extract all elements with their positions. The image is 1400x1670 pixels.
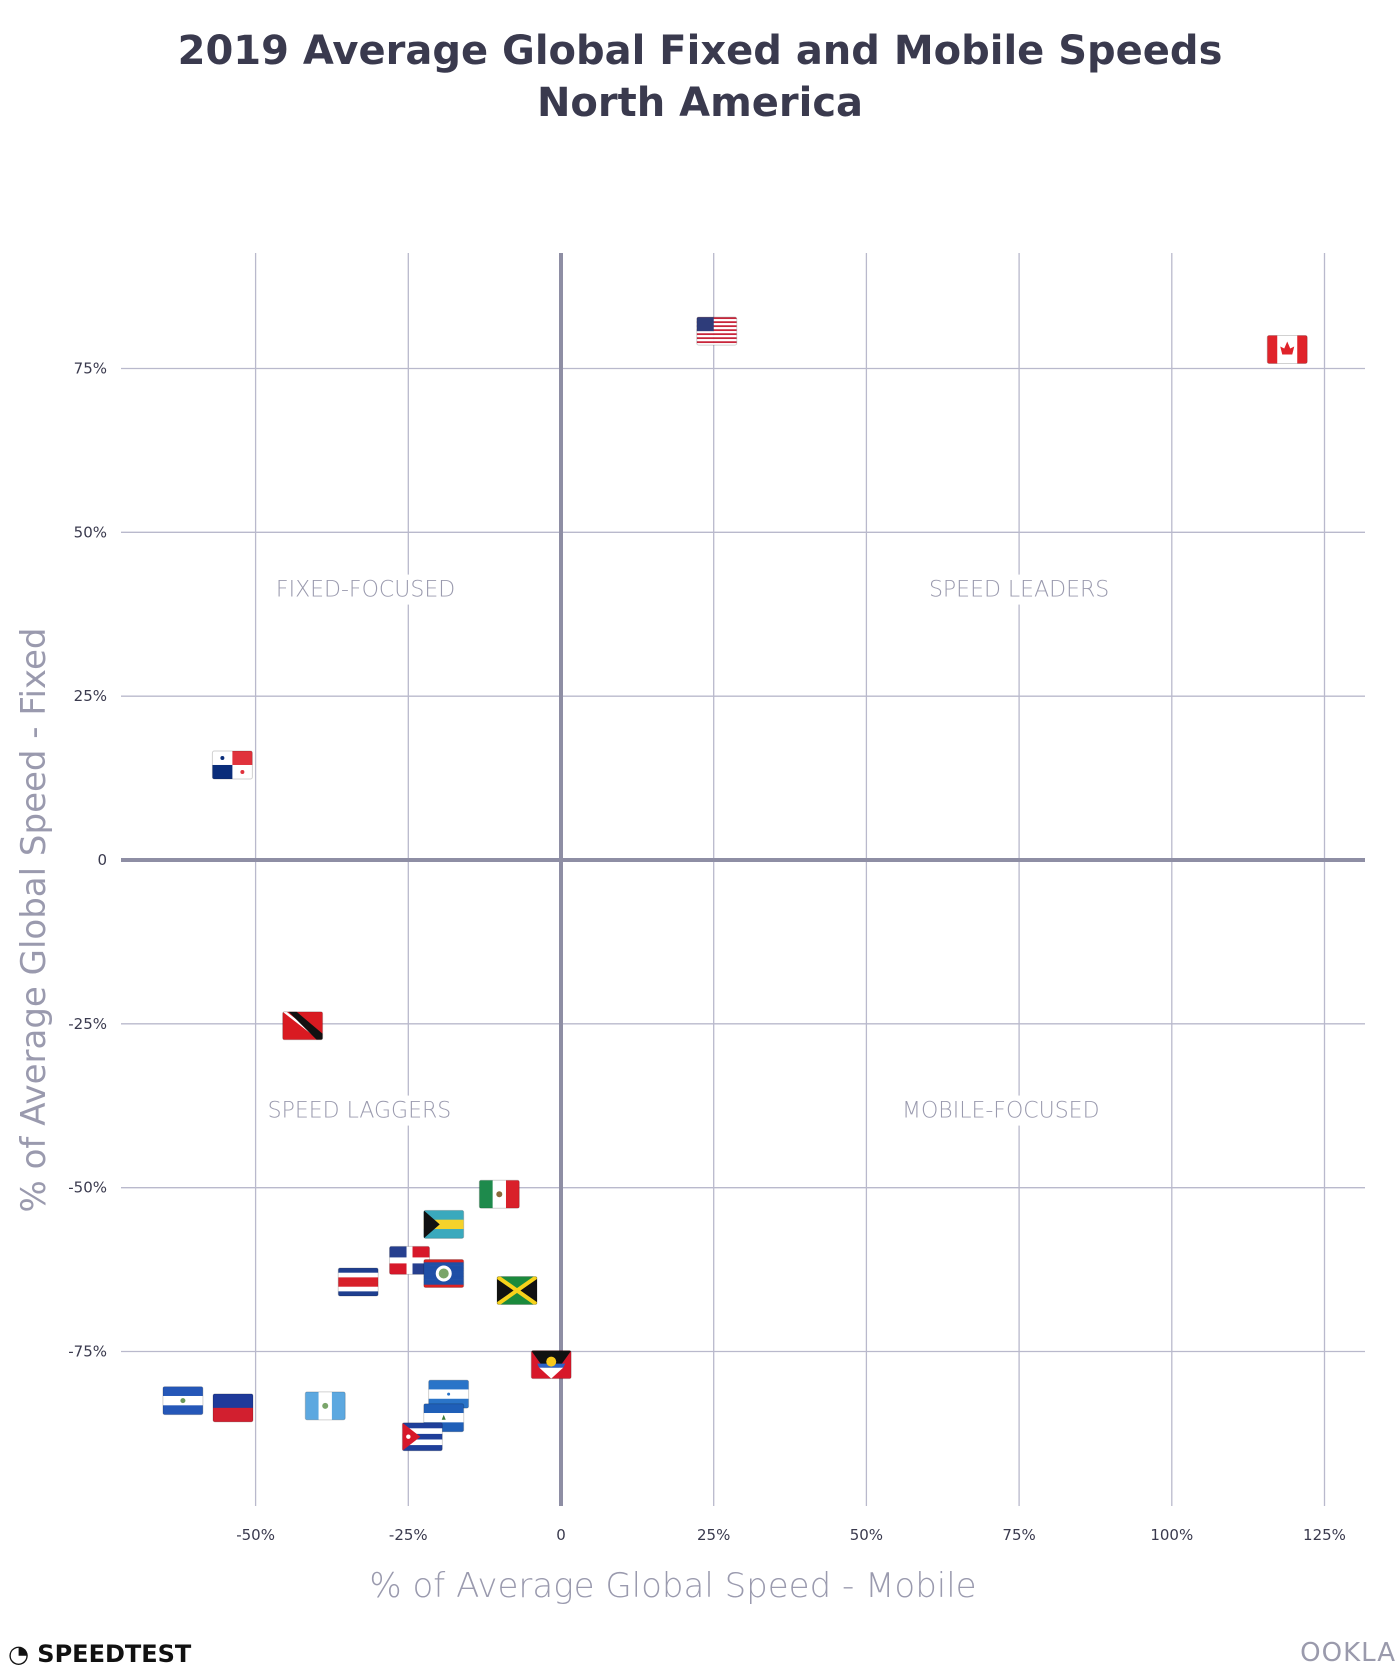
quadrant-label-bg <box>271 574 460 605</box>
flag-dominican-republic-icon <box>389 1245 431 1275</box>
speedtest-logo: ◔ SPEEDTEST <box>8 1640 192 1668</box>
y-tick-label: -75% <box>68 1343 107 1361</box>
quadrant-label: SPEED LAGGERS <box>268 1099 452 1124</box>
flag-guatemala-icon <box>304 1391 346 1421</box>
flag-panama-icon <box>211 750 253 780</box>
flag-el-salvador-icon <box>162 1386 204 1416</box>
x-tick-label: -50% <box>236 1526 275 1544</box>
x-axis-label: % of Average Global Speed - Mobile <box>369 1566 976 1606</box>
y-tick-label: 0 <box>97 851 107 869</box>
x-tick-label: 100% <box>1150 1526 1193 1544</box>
x-tick-label: -25% <box>389 1526 428 1544</box>
x-tick-label: 75% <box>1002 1526 1035 1544</box>
chart-subtitle: North America <box>536 80 864 126</box>
flag-trinidad-and-tobago-icon <box>282 1011 324 1041</box>
quadrant-label: SPEED LEADERS <box>929 578 1109 603</box>
flag-costa-rica-icon <box>337 1267 379 1297</box>
y-tick-label: -25% <box>68 1015 107 1033</box>
flag-mexico-icon <box>478 1179 520 1209</box>
flag-united-states-icon <box>696 316 738 346</box>
flag-cuba-icon <box>401 1422 443 1452</box>
quadrant-label-bg <box>265 1095 454 1126</box>
chart-title: 2019 Average Global Fixed and Mobile Spe… <box>177 28 1223 74</box>
quadrant-label: FIXED-FOCUSED <box>276 578 455 603</box>
y-tick-label: -50% <box>68 1179 107 1197</box>
flag-canada-icon <box>1266 334 1308 364</box>
x-tick-label: 25% <box>697 1526 730 1544</box>
x-tick-label: 125% <box>1303 1526 1346 1544</box>
flag-belize-icon <box>423 1259 465 1289</box>
x-tick-label: 0 <box>556 1526 566 1544</box>
x-tick-label: 50% <box>850 1526 883 1544</box>
flag-antigua-and-barbuda-icon <box>530 1350 572 1380</box>
y-tick-label: 25% <box>74 687 107 705</box>
quadrant-label-bg <box>899 1095 1103 1126</box>
quadrant-label: MOBILE-FOCUSED <box>902 1099 1100 1124</box>
flag-haiti-icon <box>212 1393 254 1423</box>
flag-bahamas-icon <box>423 1209 465 1239</box>
y-axis-label: % of Average Global Speed - Fixed <box>14 628 54 1213</box>
y-tick-label: 50% <box>74 523 107 541</box>
ookla-logo: OOKLA <box>1300 1638 1396 1668</box>
quadrant-label-bg <box>924 574 1114 605</box>
flag-nicaragua-icon <box>423 1403 465 1433</box>
flag-jamaica-icon <box>496 1276 538 1306</box>
y-tick-label: 75% <box>74 360 107 378</box>
